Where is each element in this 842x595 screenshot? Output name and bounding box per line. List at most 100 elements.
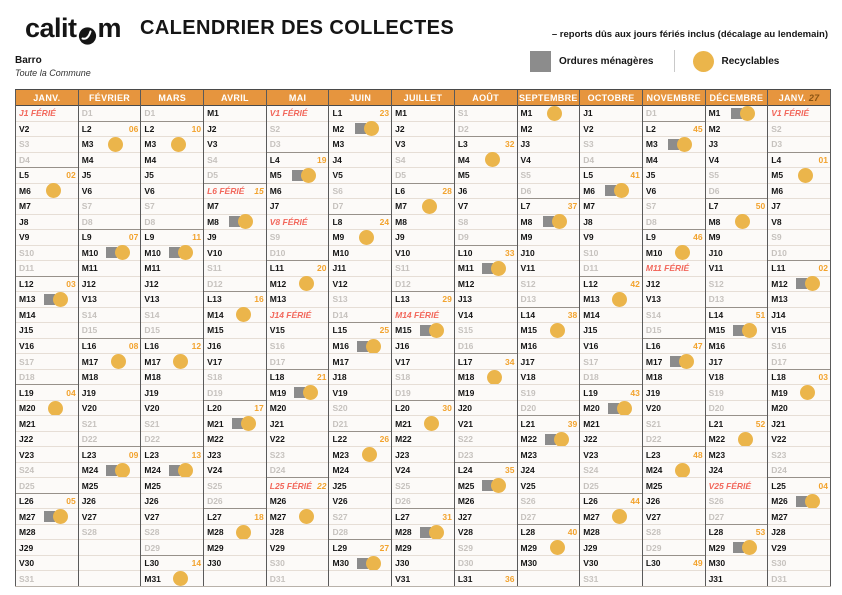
week-number: 08 bbox=[128, 340, 139, 351]
day-cell: L21 39 bbox=[517, 415, 580, 431]
month-name: MAI bbox=[288, 92, 307, 103]
day-cell: D21 bbox=[329, 415, 392, 431]
month-name: NOVEMBRE bbox=[646, 92, 701, 103]
day-cell: S18 bbox=[392, 368, 454, 385]
day-cell: L19 04 bbox=[16, 384, 78, 400]
day-label: M15 bbox=[708, 325, 726, 336]
month-header: SEPTEMBRE bbox=[517, 90, 580, 106]
month-header: DÉCEMBRE bbox=[705, 90, 768, 106]
recyclables-circle-icon bbox=[549, 322, 565, 338]
day-cell: J29 bbox=[16, 539, 78, 555]
day-label: M8 bbox=[520, 216, 533, 227]
week-number: 28 bbox=[442, 185, 452, 196]
day-cell: J26 bbox=[642, 492, 705, 509]
day-cell: J7 bbox=[266, 198, 329, 214]
day-cell: V15 bbox=[768, 322, 830, 338]
day-label: D23 bbox=[457, 449, 474, 460]
day-label: S23 bbox=[269, 449, 285, 460]
day-label: L23 bbox=[144, 449, 160, 460]
day-label: V13 bbox=[81, 294, 97, 305]
day-cell: S15 bbox=[454, 322, 517, 338]
collection-icons bbox=[161, 462, 201, 478]
day-cell: S21 bbox=[642, 415, 705, 431]
day-cell: D4 bbox=[16, 151, 78, 168]
day-label: L27 bbox=[395, 511, 410, 522]
day-cell: M1 bbox=[204, 106, 266, 121]
day-label: L12 bbox=[583, 278, 598, 289]
ordures-square-icon bbox=[419, 324, 431, 336]
month-name: JUIN bbox=[349, 92, 372, 103]
day-cell: M24 bbox=[642, 461, 705, 478]
day-label: D22 bbox=[144, 434, 160, 445]
day-cell: M29 bbox=[204, 539, 266, 555]
day-label: J14 FÉRIÉ bbox=[269, 309, 312, 320]
day-cell: S3 bbox=[580, 136, 642, 152]
day-cell: S7 bbox=[78, 198, 141, 214]
day-cell: D25 bbox=[580, 477, 642, 493]
day-label: J22 bbox=[19, 434, 34, 445]
day-label: J2 bbox=[395, 123, 405, 134]
day-label: L10 bbox=[457, 247, 473, 258]
day-cell: M5 bbox=[768, 167, 830, 183]
day-label: L28 bbox=[520, 527, 536, 538]
day-cell: V13 bbox=[642, 291, 705, 307]
day-label: M21 bbox=[19, 418, 36, 429]
day-cell: L31 36 bbox=[454, 570, 517, 586]
day-label: L15 bbox=[332, 325, 348, 336]
day-label: J29 bbox=[19, 542, 34, 553]
day-cell: M27 bbox=[580, 508, 642, 525]
day-label: L21 bbox=[708, 418, 724, 429]
day-label: V10 bbox=[207, 247, 223, 258]
collection-icons bbox=[31, 183, 76, 199]
day-cell bbox=[329, 570, 392, 586]
day-cell: D24 bbox=[768, 461, 830, 478]
day-label: M4 bbox=[457, 154, 470, 165]
day-label: J1 FÉRIÉ bbox=[19, 108, 56, 119]
holiday-note: – reports dûs aux jours fériés inclus (d… bbox=[551, 29, 828, 40]
day-cell: L30 14 bbox=[141, 554, 204, 571]
collection-icons bbox=[161, 245, 201, 261]
day-label: M21 bbox=[583, 418, 600, 429]
day-cell: J17 bbox=[517, 353, 580, 369]
day-cell: J8 bbox=[16, 213, 78, 230]
day-label: J23 bbox=[207, 449, 222, 460]
day-label: M7 bbox=[395, 201, 407, 212]
day-cell: D11 bbox=[580, 260, 642, 276]
day-cell: M20 bbox=[266, 399, 329, 416]
day-cell: M10 bbox=[78, 244, 141, 261]
day-label: S22 bbox=[457, 434, 473, 445]
day-label: M24 bbox=[81, 465, 99, 476]
day-label: J14 bbox=[771, 309, 786, 320]
week-number: 24 bbox=[379, 216, 390, 227]
day-label: J2 bbox=[207, 123, 217, 134]
collection-icons bbox=[595, 183, 640, 199]
ordures-square-icon bbox=[795, 278, 807, 290]
day-label: S17 bbox=[583, 356, 599, 367]
collection-icons bbox=[98, 462, 138, 478]
recyclables-circle-icon bbox=[240, 416, 256, 432]
day-cell: J26 bbox=[78, 492, 141, 509]
day-cell: M4 bbox=[454, 151, 517, 168]
day-cell: S11 bbox=[392, 260, 454, 276]
day-label: V4 bbox=[708, 154, 719, 165]
week-number: 04 bbox=[818, 480, 828, 491]
day-cell: S7 bbox=[141, 198, 204, 214]
day-label: D19 bbox=[207, 387, 223, 398]
day-cell: J12 bbox=[78, 275, 141, 292]
day-cell: J15 bbox=[16, 322, 78, 338]
day-cell: M16 bbox=[705, 337, 768, 354]
day-cell: M8 bbox=[392, 213, 454, 230]
day-cell: M23 bbox=[517, 446, 580, 462]
recyclables-circle-icon bbox=[236, 524, 252, 540]
day-cell: J22 bbox=[580, 430, 642, 447]
day-label: M17 bbox=[645, 356, 663, 367]
day-cell: L16 47 bbox=[642, 337, 705, 354]
day-label: V10 bbox=[395, 247, 411, 258]
day-label: M10 bbox=[144, 247, 161, 258]
day-cell: M11 bbox=[454, 260, 517, 276]
day-cell: M18 bbox=[141, 368, 204, 385]
day-cell: M19 bbox=[266, 384, 329, 401]
collection-icons bbox=[532, 105, 577, 121]
day-cell: M18 bbox=[454, 368, 517, 385]
day-cell: D14 bbox=[329, 306, 392, 323]
